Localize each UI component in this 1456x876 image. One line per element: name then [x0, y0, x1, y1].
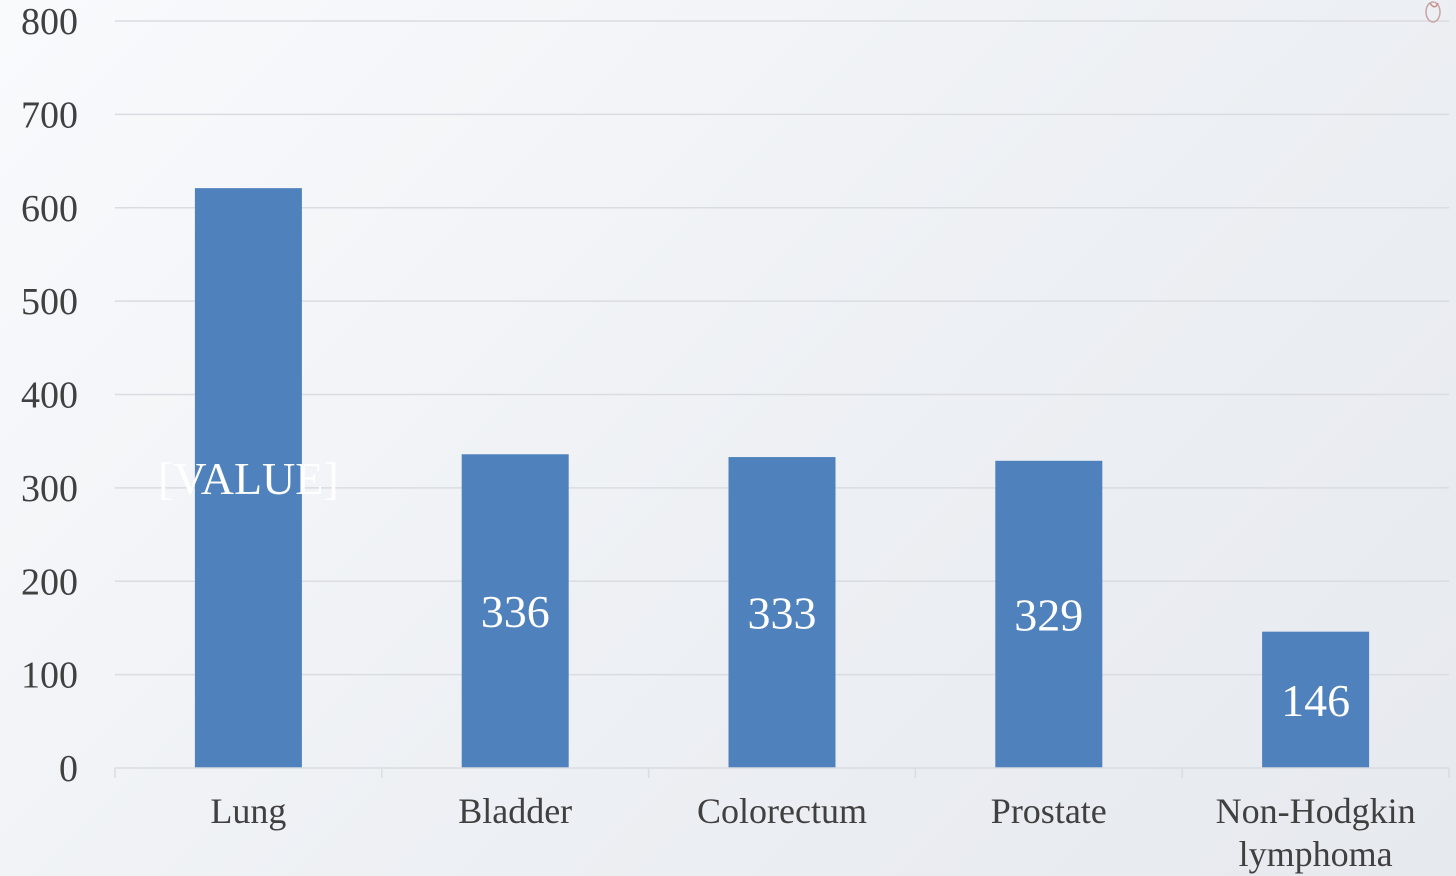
data-label: 146 — [1281, 675, 1350, 726]
y-tick-label: 500 — [21, 281, 78, 323]
data-label: [VALUE] — [158, 453, 339, 504]
x-category-label: Non-Hodgkin — [1216, 791, 1416, 831]
y-tick-label: 300 — [21, 468, 78, 510]
bar — [728, 457, 836, 768]
bars — [194, 188, 1370, 769]
y-tick-label: 100 — [21, 655, 78, 697]
bar — [461, 454, 569, 768]
y-tick-label: 400 — [21, 375, 78, 417]
data-label: 336 — [481, 586, 550, 637]
data-label: 329 — [1014, 589, 1083, 640]
data-labels: [VALUE] 336 333 329 146 — [158, 453, 1350, 726]
y-tick-label: 700 — [21, 94, 78, 136]
x-category-label: Lung — [210, 791, 286, 831]
bar — [995, 460, 1103, 768]
x-category-label: Prostate — [991, 791, 1107, 831]
bar — [1262, 631, 1370, 768]
x-category-label: Colorectum — [697, 791, 867, 831]
x-category-label: Bladder — [458, 791, 572, 831]
bar — [194, 188, 302, 769]
y-axis-tick-labels: 0 100 200 300 400 500 600 700 800 — [21, 1, 78, 790]
x-category-label: lymphoma — [1239, 834, 1393, 874]
y-tick-label: 0 — [59, 748, 78, 790]
y-tick-label: 800 — [21, 1, 78, 43]
logo-mark-icon — [1425, 1, 1441, 23]
y-tick-label: 600 — [21, 188, 78, 230]
data-label: 333 — [748, 588, 817, 639]
y-tick-label: 200 — [21, 561, 78, 603]
x-axis: Lung Bladder Colorectum Prostate Non-Hodgkin… — [114, 767, 1450, 874]
